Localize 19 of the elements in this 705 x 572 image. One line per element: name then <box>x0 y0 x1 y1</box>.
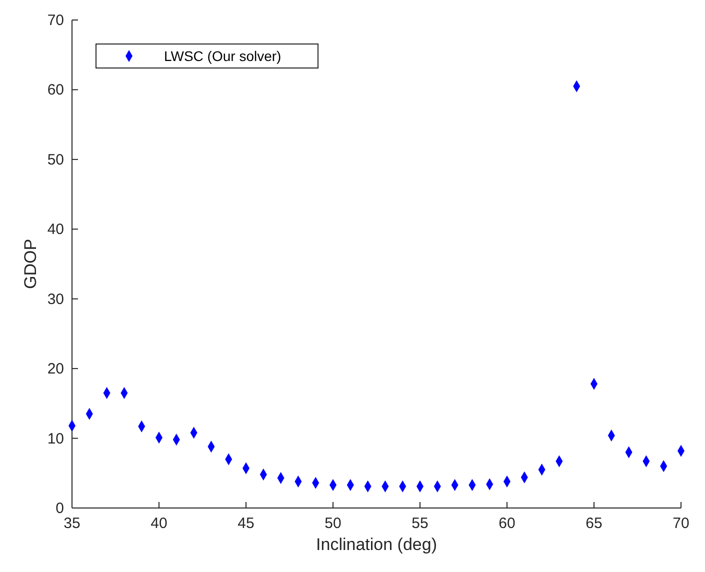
y-tick-label: 10 <box>47 430 64 448</box>
y-tick-label: 20 <box>47 360 64 378</box>
y-tick-label: 50 <box>47 151 64 168</box>
y-tick-label: 30 <box>47 290 64 308</box>
x-tick-label: 55 <box>412 515 428 532</box>
x-tick-label: 70 <box>672 515 690 532</box>
y-tick-label: 70 <box>47 12 64 29</box>
x-tick-label: 65 <box>586 515 602 532</box>
x-tick-label: 50 <box>324 515 342 532</box>
y-axis-title: GDOP <box>21 238 40 290</box>
x-tick-label: 35 <box>64 515 80 532</box>
x-tick-label: 60 <box>498 515 516 532</box>
y-tick-label: 60 <box>47 82 64 99</box>
legend-label: LWSC (Our solver) <box>164 48 282 64</box>
x-tick-label: 45 <box>238 515 254 532</box>
y-tick-label: 0 <box>56 500 64 517</box>
y-tick-label: 40 <box>47 221 64 238</box>
x-tick-label: 40 <box>150 515 168 532</box>
x-axis-title: Inclination (deg) <box>316 535 437 554</box>
